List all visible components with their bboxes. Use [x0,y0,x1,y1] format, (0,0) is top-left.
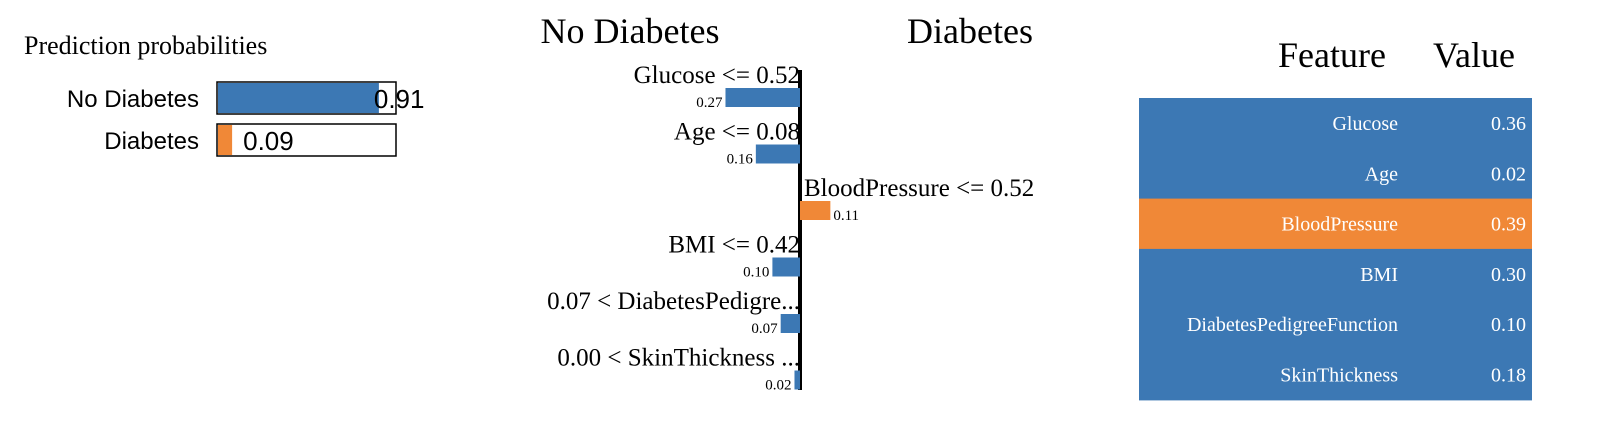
prob-bar-no-diabetes [218,83,379,113]
table-row-glucose [1139,98,1532,149]
value-column-header: Value [1433,35,1515,75]
prob-label-diabetes: Diabetes [104,128,199,155]
table-row-bloodpressure [1139,198,1532,250]
contribution-value-2: 0.11 [833,208,859,224]
table-value-skinthickness: 0.18 [1491,365,1526,387]
table-row-age [1139,148,1532,200]
table-feature-bmi: BMI [1360,264,1398,286]
feature-contribution-chart: No Diabetes Diabetes Glucose <= 0.52 0.27… [541,11,1035,394]
contribution-label-5: 0.00 < SkinThickness ... [557,345,800,372]
contribution-value-1: 0.16 [727,152,754,168]
table-value-bmi: 0.30 [1491,264,1526,286]
contribution-bar-3 [772,257,800,277]
table-feature-skinthickness: SkinThickness [1280,365,1398,387]
prob-label-no-diabetes: No Diabetes [67,86,199,113]
table-row-bmi [1139,248,1532,300]
table-feature-bloodpressure: BloodPressure [1281,214,1398,236]
contribution-bar-0 [725,88,800,107]
contribution-value-0: 0.27 [696,95,723,111]
feature-value-table: Feature Value Glucose 0.36 Age 0.02 BloodPre… [1139,35,1532,401]
table-value-bloodpressure: 0.39 [1491,214,1526,236]
contribution-bar-5 [794,370,800,390]
table-feature-glucose: Glucose [1332,113,1398,135]
contribution-bar-4 [780,314,800,333]
table-value-diabetespedigreefunction: 0.10 [1491,314,1526,336]
contribution-bar-1 [755,144,800,164]
positive-class-heading: Diabetes [907,11,1033,51]
table-feature-age: Age [1365,163,1398,185]
contribution-label-3: BMI <= 0.42 [668,232,800,259]
contribution-bar-2 [800,201,831,220]
table-feature-diabetespedigreefunction: DiabetesPedigreeFunction [1187,314,1398,336]
feature-column-header: Feature [1278,35,1386,75]
prob-value-diabetes: 0.09 [243,126,294,156]
contribution-label-1: Age <= 0.08 [674,119,800,146]
table-row-skinthickness [1139,349,1532,401]
negative-class-heading: No Diabetes [541,11,720,51]
contribution-value-5: 0.02 [765,378,791,394]
table-value-age: 0.02 [1491,163,1526,185]
prob-box-diabetes [216,123,397,157]
contribution-value-3: 0.10 [743,265,769,281]
prediction-probabilities-panel: Prediction probabilities No Diabetes 0.91… [24,31,425,157]
contribution-value-4: 0.07 [751,321,778,337]
contribution-label-4: 0.07 < DiabetesPedigre... [547,288,800,315]
prob-bar-diabetes [218,125,233,155]
contribution-label-2: BloodPressure <= 0.52 [804,175,1034,202]
table-row-diabetespedigreefunction [1139,299,1532,351]
table-value-glucose: 0.36 [1491,113,1526,135]
prob-value-no-diabetes: 0.91 [374,84,425,114]
contribution-label-0: Glucose <= 0.52 [634,62,800,89]
prediction-probabilities-title: Prediction probabilities [24,31,267,60]
